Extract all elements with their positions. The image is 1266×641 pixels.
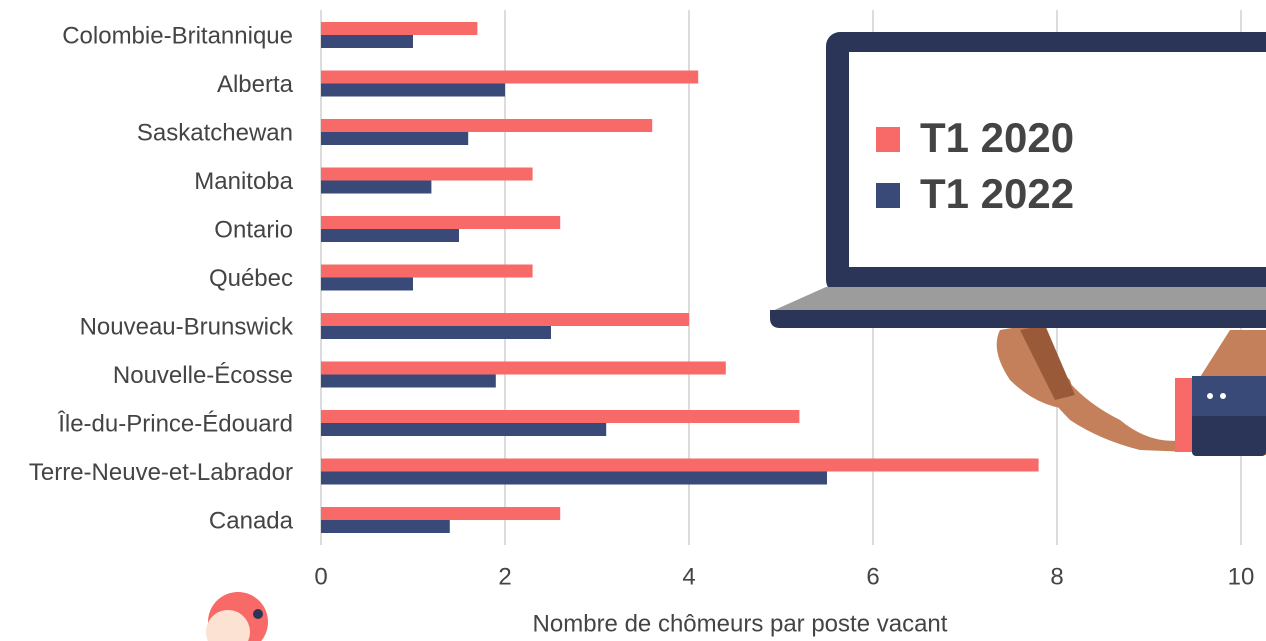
y-tick-label: Saskatchewan — [137, 119, 293, 146]
x-axis-title: Nombre de chômeurs par poste vacant — [533, 610, 948, 637]
hair-tie — [253, 609, 263, 619]
laptop-edge — [770, 310, 1266, 328]
person-illustration — [206, 592, 268, 641]
bar — [321, 375, 496, 388]
x-tick-label: 4 — [682, 563, 695, 590]
x-tick-label: 8 — [1050, 563, 1063, 590]
y-tick-label: Terre-Neuve-et-Labrador — [29, 459, 293, 486]
legend-swatch — [876, 183, 900, 208]
bar — [321, 472, 827, 485]
bar — [321, 119, 652, 132]
bar — [321, 520, 450, 533]
bar — [321, 216, 560, 229]
y-tick-label: Ontario — [214, 216, 293, 243]
laptop-base — [770, 287, 1266, 312]
y-tick-label: Manitoba — [194, 168, 293, 195]
bar — [321, 507, 560, 520]
chart: 0 2 4 6 8 10 Colombie-Britannique Alberta Saskat… — [0, 0, 1266, 641]
bar — [321, 229, 459, 242]
bar — [321, 265, 533, 278]
bar — [321, 132, 468, 145]
x-tick-label: 6 — [866, 563, 879, 590]
bar — [321, 459, 1039, 472]
legend-label: T1 2020 — [920, 114, 1074, 161]
bar — [321, 410, 799, 423]
x-tick-label: 0 — [314, 563, 327, 590]
bar — [321, 181, 431, 194]
bar — [321, 84, 505, 97]
bar — [321, 362, 726, 375]
legend-label: T1 2022 — [920, 170, 1074, 217]
sleeve-top — [1192, 376, 1266, 416]
bar — [321, 278, 413, 291]
y-tick-label: Île-du-Prince-Édouard — [57, 410, 293, 437]
x-tick-label: 2 — [498, 563, 511, 590]
bar — [321, 326, 551, 339]
button — [1220, 393, 1226, 399]
y-tick-label: Nouveau-Brunswick — [80, 313, 294, 340]
bar — [321, 22, 477, 35]
bar — [321, 423, 606, 436]
legend-swatch — [876, 127, 900, 152]
bar — [321, 168, 533, 181]
y-tick-label: Nouvelle-Écosse — [113, 362, 293, 389]
bar — [321, 35, 413, 48]
button — [1207, 393, 1213, 399]
x-tick-label: 10 — [1228, 563, 1255, 590]
bar — [321, 71, 698, 84]
y-tick-label: Alberta — [217, 71, 294, 98]
y-tick-label: Canada — [209, 507, 294, 534]
y-tick-label: Québec — [209, 265, 293, 292]
y-tick-label: Colombie-Britannique — [62, 22, 293, 49]
bar — [321, 313, 689, 326]
laptop-illustration — [770, 32, 1266, 456]
page: 0 2 4 6 8 10 Colombie-Britannique Alberta Saskat… — [0, 0, 1266, 641]
